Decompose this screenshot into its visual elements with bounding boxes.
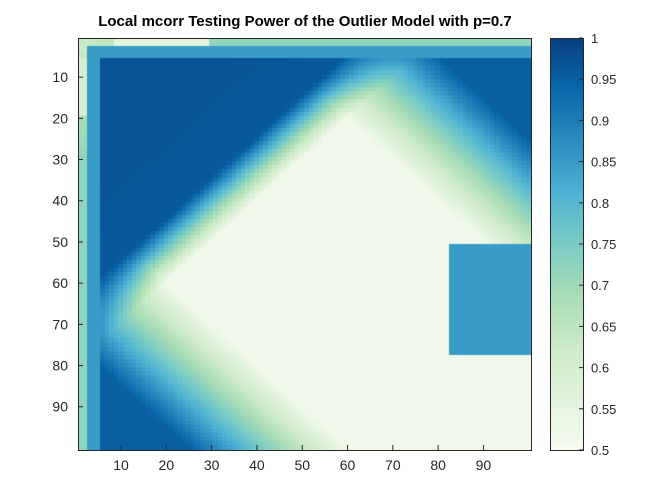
y-tick-label: 60 xyxy=(52,275,68,291)
y-tick-label: 80 xyxy=(52,358,68,374)
colorbar-gradient-wrapper xyxy=(550,38,583,450)
heatmap-surface xyxy=(78,38,531,450)
colorbar-tick-label: 0.65 xyxy=(591,319,616,334)
y-tick-label: 70 xyxy=(52,316,68,332)
x-tick-label: 80 xyxy=(430,457,446,473)
x-tick-label: 60 xyxy=(340,457,356,473)
x-tick-label: 20 xyxy=(159,457,175,473)
colorbar-tick-label: 0.8 xyxy=(591,196,609,211)
chart-title: Local mcorr Testing Power of the Outlier… xyxy=(98,13,512,30)
colorbar-tick-label: 0.7 xyxy=(591,278,609,293)
colorbar-tick-label: 0.9 xyxy=(591,113,609,128)
x-tick-label: 40 xyxy=(249,457,265,473)
x-tick-label: 50 xyxy=(294,457,310,473)
y-axis: 10 20 30 40 50 60 70 80 90 xyxy=(52,69,83,415)
colorbar-tick-label: 0.95 xyxy=(591,72,616,87)
colorbar: 0.5 0.55 0.6 0.65 0.7 0.75 0.8 0.85 0.9 0.95 1 xyxy=(550,31,616,458)
colorbar-tick-label: 0.6 xyxy=(591,361,609,376)
y-tick-label: 20 xyxy=(52,110,68,126)
x-tick-label: 30 xyxy=(204,457,220,473)
x-tick-label: 10 xyxy=(113,457,129,473)
x-tick-label: 90 xyxy=(476,457,492,473)
y-tick-label: 40 xyxy=(52,193,68,209)
colorbar-tick-label: 0.55 xyxy=(591,402,616,417)
y-tick-label: 50 xyxy=(52,234,68,250)
y-tick-label: 90 xyxy=(52,399,68,415)
colorbar-tick-label: 0.85 xyxy=(591,155,616,170)
colorbar-frame xyxy=(550,38,584,451)
colorbar-ticks: 0.5 0.55 0.6 0.65 0.7 0.75 0.8 0.85 0.9 0.95 1 xyxy=(579,31,616,458)
y-tick-label: 30 xyxy=(52,152,68,168)
heatmap-image-wrapper xyxy=(78,38,531,450)
x-axis: 10 20 30 40 50 60 70 80 90 xyxy=(113,445,491,473)
colorbar-tick-label: 0.5 xyxy=(591,443,609,458)
plot-frame xyxy=(78,38,532,451)
heatmap-plot xyxy=(78,38,532,451)
x-tick-label: 70 xyxy=(385,457,401,473)
y-tick-label: 10 xyxy=(52,69,68,85)
colorbar-gradient xyxy=(550,38,583,450)
colorbar-tick-label: 1 xyxy=(591,31,598,46)
colorbar-tick-label: 0.75 xyxy=(591,237,616,252)
